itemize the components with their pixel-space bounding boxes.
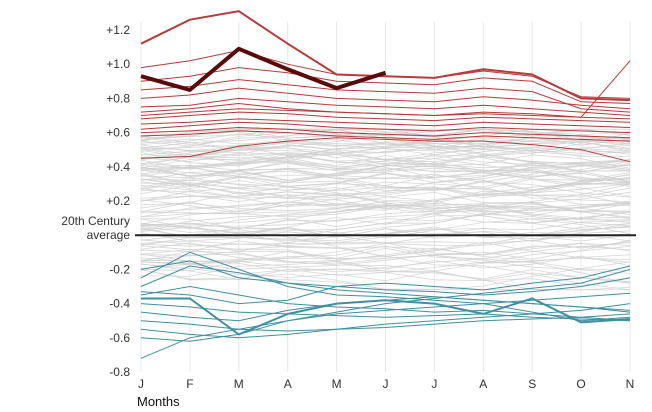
neutral-series-line: [140, 261, 631, 284]
x-tick-label: M: [234, 377, 244, 391]
y-tick-label: +1.2: [106, 23, 130, 37]
warm-series-line-1: [140, 49, 631, 99]
neutral-series-line: [140, 176, 631, 199]
warm-series-line-4: [140, 87, 631, 110]
y-tick-label: -0.8: [109, 365, 130, 379]
neutral-series-line: [140, 154, 631, 181]
cool-series-line-8: [140, 268, 631, 359]
neutral-series-line: [140, 250, 631, 270]
neutral-series-line: [140, 160, 631, 202]
warm-series-group: [140, 10, 631, 163]
x-tick-label: S: [528, 377, 536, 391]
highlight-series-line: [140, 46, 387, 92]
neutral-series-line: [140, 203, 631, 224]
cool-series-line-10: [140, 296, 631, 322]
neutral-series-line: [140, 215, 631, 234]
cool-series-line-11: [140, 265, 631, 305]
x-tick-label: A: [479, 377, 487, 391]
neutral-series-line: [140, 128, 631, 142]
x-tick-label: J: [431, 377, 437, 391]
y-tick-labels: +1.2 +1.0 +0.8 +0.6 +0.4 +0.2 -0.2 -0.4 -0.6 -0.8: [106, 23, 130, 379]
neutral-series-line: [140, 155, 631, 173]
neutral-series-line: [140, 209, 630, 241]
neutral-series-line: [140, 150, 631, 174]
neutral-series-line: [140, 159, 631, 195]
neutral-series-line: [140, 139, 631, 157]
neutral-series-line: [140, 191, 631, 213]
warm-series-line-7: [140, 111, 631, 123]
cool-series-line-5: [140, 313, 631, 332]
warm-series-line-5: [140, 97, 631, 116]
neutral-series-line: [140, 226, 631, 242]
neutral-series-line: [140, 175, 631, 192]
neutral-series-line: [140, 158, 631, 195]
neutral-series-line: [140, 128, 630, 152]
x-tick-label: O: [576, 377, 585, 391]
x-tick-label: F: [186, 377, 193, 391]
x-tick-label: N: [626, 377, 635, 391]
baseline-label-line2: average: [87, 228, 131, 242]
neutral-series-line: [140, 242, 631, 255]
neutral-series-line: [140, 166, 631, 206]
neutral-series-line: [140, 135, 631, 159]
x-tick-label: A: [284, 377, 292, 391]
y-tick-label: -0.6: [109, 331, 130, 345]
neutral-series-line: [140, 128, 631, 150]
y-tick-label: +0.8: [106, 91, 130, 105]
neutral-series-line: [140, 191, 631, 230]
neutral-series-line: [140, 133, 631, 172]
cool-series-line-9: [140, 260, 631, 296]
warm-series-line-13: [140, 60, 631, 118]
neutral-series-line: [140, 245, 631, 274]
neutral-series-line: [140, 146, 631, 169]
neutral-series-line: [140, 166, 631, 202]
neutral-series-line: [140, 227, 631, 244]
neutral-series-line: [140, 154, 631, 177]
y-tick-label: +0.4: [106, 160, 130, 174]
highlight-series-group: [140, 46, 387, 92]
y-tick-label: +1.0: [106, 57, 130, 71]
warm-series-line-9: [140, 121, 631, 134]
neutral-series-line: [140, 247, 631, 284]
x-tick-label: M: [332, 377, 342, 391]
neutral-series-line: [140, 240, 631, 262]
warm-series-line-12: [140, 137, 631, 163]
warm-series-line-11: [140, 130, 631, 142]
neutral-series-line: [140, 245, 631, 291]
baseline-label-line1: 20th Century: [61, 214, 130, 228]
neutral-series-line: [140, 247, 631, 263]
neutral-series-line: [140, 246, 631, 264]
neutral-series-line: [140, 242, 631, 270]
y-tick-label: -0.4: [109, 297, 130, 311]
neutral-series-line: [140, 136, 631, 166]
x-tick-label: J: [138, 377, 144, 391]
x-tick-label: J: [383, 377, 389, 391]
warm-series-line-3: [140, 79, 631, 113]
neutral-series-line: [140, 145, 631, 178]
warm-series-line-2: [140, 67, 631, 104]
neutral-series-line: [140, 202, 631, 228]
neutral-series-line: [140, 187, 631, 225]
x-axis-title: Months: [137, 394, 180, 409]
neutral-series-line: [140, 139, 631, 160]
y-tick-label: +0.2: [106, 194, 130, 208]
neutral-series-line: [140, 140, 631, 165]
warm-series-line-8: [140, 118, 631, 128]
neutral-series-line: [140, 213, 631, 244]
y-tick-label: -0.2: [109, 262, 130, 276]
cool-series-group: [140, 251, 631, 359]
neutral-series-line: [140, 178, 631, 202]
cool-series-line-4: [140, 303, 631, 322]
y-tick-label: +0.6: [106, 126, 130, 140]
neutral-series-line: [140, 189, 631, 217]
neutral-series-line: [140, 128, 631, 169]
warm-series-line-10: [140, 126, 631, 139]
neutral-series-line: [140, 145, 631, 158]
neutral-series-line: [140, 173, 631, 210]
cool-series-line-7: [140, 292, 631, 342]
neutral-series-line: [140, 199, 631, 220]
cool-series-line-3: [140, 285, 631, 322]
